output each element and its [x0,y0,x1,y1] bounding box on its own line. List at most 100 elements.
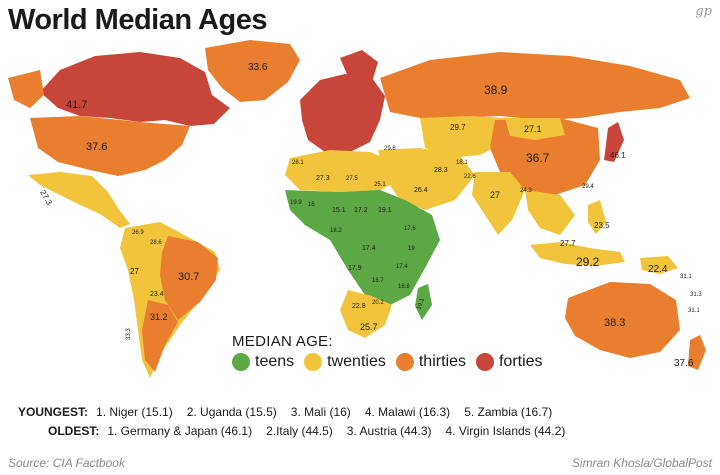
madagascar-region [415,284,432,320]
oldest-item: 3. Austria (44.3) [346,424,432,438]
label-mauritania: 19.9 [290,200,302,206]
label-afghanistan: 18.1 [456,160,468,166]
youngest-item: 3. Mali (16) [290,405,351,419]
label-mongolia: 27.1 [524,124,542,134]
label-tanzania: 17.4 [396,264,408,270]
legend-swatch-teens [232,353,250,371]
label-niger: 15.1 [332,207,346,214]
middle-east-region [378,148,475,210]
author-credit: Simran Khosla/GlobalPost [571,456,712,470]
youngest-item: 5. Zambia (16.7) [464,405,553,419]
alaska-region [8,70,44,108]
label-greenland: 33.6 [248,62,268,73]
legend-item-forties: forties [475,353,543,371]
label-saudi: 26.4 [414,187,428,194]
label-mozambique: 16.8 [398,284,410,290]
youngest-item: 2. Uganda (15.5) [186,405,277,419]
nz-region [688,335,706,370]
japan-region [604,122,624,162]
oldest-label: OLDEST: [48,424,100,438]
label-bolivia: 23.4 [150,291,164,298]
rankings: YOUNGEST: 1. Niger (15.1) 2. Uganda (15.… [18,405,579,443]
legend-item-thirties: thirties [395,353,466,371]
label-india: 27 [490,190,500,200]
argentina-region [142,300,178,372]
page-title: World Median Ages [8,4,267,36]
label-mexico: 27.3 [38,189,54,207]
india-region [472,172,525,235]
label-brazil: 30.7 [178,271,199,283]
youngest-item: 1. Niger (15.1) [96,405,173,419]
label-pakistan: 22.6 [464,174,476,180]
label-drc: 17.4 [362,245,376,252]
central-asia-region [420,116,510,158]
label-malaysia: 27.7 [560,239,576,248]
label-libya: 27.5 [346,176,358,182]
indonesia-region [530,242,625,266]
mongolia-region [505,118,565,140]
europe-region [300,74,385,152]
label-south-africa: 25.7 [360,322,378,332]
label-algeria: 27.3 [316,175,330,182]
legend-swatch-twenties [304,353,323,371]
legend-label-thirties: thirties [418,353,466,370]
youngest-row: YOUNGEST: 1. Niger (15.1) 2. Uganda (15.… [18,405,579,419]
legend-swatch-thirties [395,353,414,371]
label-ethiopia: 17.6 [404,226,416,232]
oldest-item: 4. Virgin Islands (44.2) [445,424,566,438]
china-region [490,118,600,195]
label-pacific-2: 31.3 [690,292,702,298]
label-botswana: 20.2 [372,300,384,306]
label-thailand: 29.4 [582,184,594,190]
canada-region [40,52,230,126]
label-chad: 17.2 [354,207,368,214]
philippines-region [588,200,606,234]
southern-africa-region [340,290,392,338]
label-usa: 37.6 [86,141,107,153]
label-chile: 33.3 [126,328,132,340]
label-nigeria: 18.2 [330,228,342,234]
legend-items: teens twenties thirties forties [232,353,553,371]
label-venezuela: 26.9 [132,230,144,236]
label-angola: 17.9 [348,265,362,272]
label-kazakhstan: 29.7 [450,123,466,132]
label-pacific-1: 31.1 [680,274,692,280]
label-japan: 46.1 [610,151,626,160]
greenland-region [205,40,300,102]
label-colombia: 28.6 [150,240,162,246]
label-kenya: 19 [408,246,415,252]
label-peru: 27 [130,267,139,276]
source-credit: Source: CIA Factbook [8,456,125,470]
north-africa-region [285,150,400,192]
oldest-item: 1. Germany & Japan (46.1) [107,424,253,438]
legend-item-teens: teens [232,353,294,371]
label-myanmar: 24.3 [520,188,532,194]
label-egypt: 25.1 [374,182,386,188]
label-png: 22.4 [648,264,668,275]
russia-region [380,52,690,120]
usa-region [30,116,190,176]
legend-title: MEDIAN AGE: [232,333,333,350]
label-morocco: 28.1 [292,160,304,166]
legend-label-forties: forties [498,353,543,370]
legend-label-twenties: twenties [327,353,386,370]
mexico-region [28,172,130,228]
label-russia: 38.9 [484,83,508,97]
se-asia-region [525,190,575,235]
legend: MEDIAN AGE: teens twenties thirties fort… [232,333,553,371]
label-sudan: 19.1 [378,207,392,214]
oldest-row: OLDEST: 1. Germany & Japan (46.1) 2.Ital… [18,424,579,438]
label-turkey: 29.6 [384,146,396,152]
scandinavia-region [340,50,378,86]
oldest-item: 2.Italy (44.5) [266,424,333,438]
globalpost-logo: gp [695,4,712,19]
label-indonesia: 29.2 [576,255,600,269]
label-china: 36.7 [526,151,550,165]
legend-label-teens: teens [255,353,295,370]
legend-item-twenties: twenties [304,353,386,371]
label-pacific-3: 31.1 [688,308,700,314]
youngest-label: YOUNGEST: [18,405,89,419]
legend-swatch-forties [475,353,494,371]
label-iran: 28.3 [434,167,448,174]
youngest-item: 4. Malawi (16.3) [364,405,451,419]
